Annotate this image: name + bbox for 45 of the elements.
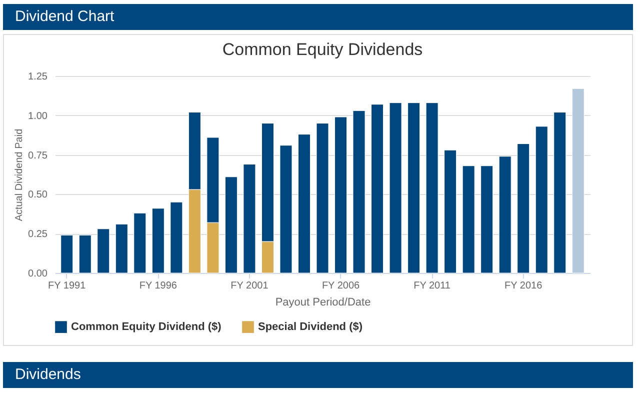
y-axis-title: Actual Dividend Paid — [14, 128, 26, 222]
bar — [371, 104, 384, 274]
x-tick-label: FY 2001 — [230, 280, 269, 292]
y-tick-label: 1.00 — [28, 110, 48, 122]
bar — [280, 145, 292, 274]
y-tick-label: 1.25 — [28, 72, 48, 82]
bar — [334, 116, 348, 274]
x-tick-label: FY 2006 — [322, 280, 360, 292]
legend-label: Special Dividend ($) — [258, 321, 363, 334]
legend-label: Common Equity Dividend ($) — [71, 321, 222, 334]
bar — [97, 228, 110, 274]
bar — [352, 110, 366, 274]
bar — [480, 166, 494, 274]
bar — [535, 126, 548, 274]
y-tick-label: 0.00 — [28, 268, 48, 280]
bar — [426, 102, 438, 274]
bar — [316, 123, 329, 274]
bar — [115, 224, 128, 274]
bar — [462, 166, 475, 274]
x-tick-label: FY 2016 — [504, 280, 543, 292]
bar — [498, 156, 512, 274]
bar — [517, 144, 530, 274]
bar — [60, 234, 74, 274]
y-tick-label: 0.75 — [28, 150, 48, 162]
bar — [444, 150, 457, 274]
bar — [243, 164, 256, 274]
bar — [554, 112, 566, 274]
bar — [298, 134, 310, 274]
bar — [389, 102, 402, 274]
bar — [152, 208, 164, 274]
bar — [78, 234, 92, 274]
x-tick-label: FY 1996 — [139, 280, 178, 292]
x-axis-title: Payout Period/Date — [275, 296, 371, 308]
text: Dividend Chart — [3, 4, 633, 30]
bar — [572, 88, 584, 274]
bar — [408, 102, 420, 274]
x-tick-label: FY 2011 — [414, 280, 451, 292]
text: Dividends — [3, 362, 633, 388]
bar — [134, 212, 146, 274]
bar — [170, 202, 183, 274]
y-tick-label: 0.50 — [28, 190, 48, 201]
chart-title: Common Equity Dividends — [222, 40, 423, 59]
x-tick-label: FY 1991 — [48, 280, 86, 292]
bar — [224, 176, 238, 274]
y-tick-label: 0.25 — [28, 229, 48, 240]
